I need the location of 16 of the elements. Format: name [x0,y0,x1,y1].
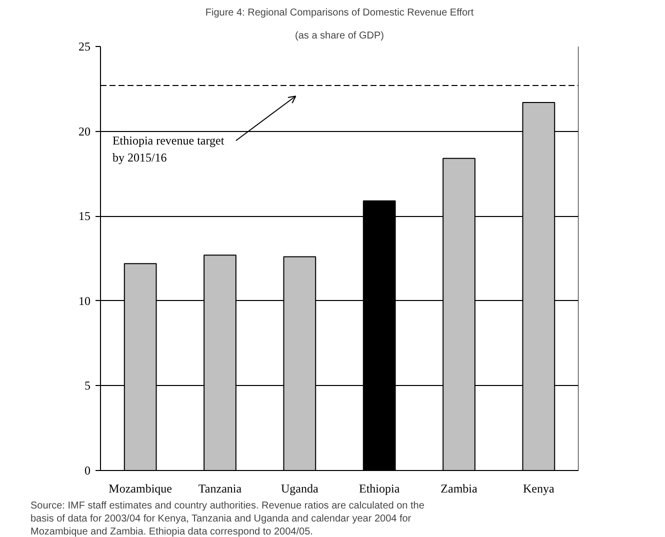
x-tick-label: Uganda [281,482,319,496]
y-tick-label: 15 [78,209,90,224]
y-tick-label: 20 [78,124,90,138]
x-tick-label: Kenya [523,482,555,496]
chart-title: Figure 4: Regional Comparisons of Domestic Revenue Effort [205,8,474,18]
y-tick-label: 10 [78,294,90,308]
x-tick-label: Tanzania [198,482,242,496]
x-tick-label: Ethiopia [359,482,400,496]
x-tick-label: Mozambique [108,482,172,496]
source-note: Source: IMF staff estimates and country authorities. Revenue ratios are calculated on the basis of data for 2003/04 for Kenya, Tanzania and Uganda and calendar year 2004 for Mozambique and Zambia. Ethiopia data correspond to 2004/05. [30,500,425,537]
y-tick-label: 25 [78,40,90,54]
ref-line-label: Ethiopia revenue target by 2015/16 [112,134,225,165]
x-tick-label: Zambia [440,482,478,496]
y-tick-label: 5 [84,378,90,393]
chart-subtitle: (as a share of GDP) [295,30,384,42]
y-tick-label: 0 [84,464,90,478]
